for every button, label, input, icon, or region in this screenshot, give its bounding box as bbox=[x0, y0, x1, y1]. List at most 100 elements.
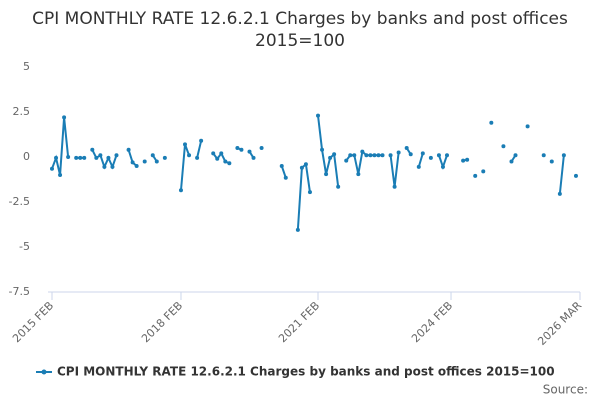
point bbox=[94, 155, 99, 160]
point bbox=[58, 173, 63, 177]
point bbox=[404, 146, 409, 150]
point bbox=[211, 151, 216, 156]
point bbox=[573, 173, 578, 178]
point bbox=[114, 153, 119, 158]
point bbox=[320, 147, 325, 152]
point bbox=[436, 153, 441, 158]
point bbox=[420, 151, 425, 156]
point bbox=[465, 157, 470, 162]
point bbox=[187, 153, 192, 158]
point bbox=[154, 159, 159, 164]
point bbox=[279, 164, 284, 168]
point bbox=[332, 152, 337, 157]
point bbox=[440, 164, 445, 169]
x-tick-label: 2026 MAR bbox=[535, 299, 584, 348]
point bbox=[195, 155, 200, 160]
x-tick-label: 2024 FEB bbox=[409, 299, 455, 345]
y-tick-label: 2.5 bbox=[13, 105, 31, 118]
point bbox=[295, 227, 300, 232]
y-tick-label: -7.5 bbox=[9, 285, 30, 298]
x-tick-label: 2018 FEB bbox=[139, 299, 185, 345]
point bbox=[461, 158, 466, 163]
point bbox=[360, 149, 365, 154]
point bbox=[376, 153, 381, 158]
point bbox=[126, 147, 131, 152]
point bbox=[489, 120, 494, 125]
point bbox=[473, 173, 478, 178]
point bbox=[352, 153, 357, 158]
point bbox=[481, 169, 486, 174]
point bbox=[316, 113, 321, 118]
y-tick-label: -2.5 bbox=[9, 195, 30, 208]
point bbox=[62, 115, 67, 120]
point bbox=[392, 184, 397, 189]
point bbox=[388, 153, 393, 158]
y-tick-label: 0 bbox=[23, 150, 30, 163]
point bbox=[328, 155, 333, 160]
x-tick-label: 2021 FEB bbox=[276, 299, 322, 345]
point bbox=[219, 151, 224, 156]
point bbox=[368, 153, 373, 158]
point bbox=[74, 155, 79, 160]
point bbox=[307, 190, 312, 195]
point bbox=[134, 164, 139, 168]
point bbox=[372, 153, 377, 158]
point bbox=[251, 155, 256, 160]
point bbox=[178, 188, 183, 193]
point bbox=[110, 164, 115, 169]
point bbox=[444, 153, 449, 158]
point bbox=[142, 159, 147, 164]
point bbox=[283, 175, 288, 180]
point bbox=[50, 166, 54, 171]
point bbox=[223, 159, 228, 164]
point bbox=[396, 150, 401, 155]
point bbox=[428, 155, 433, 160]
point bbox=[356, 172, 361, 177]
point bbox=[90, 147, 95, 152]
point bbox=[549, 159, 554, 164]
point bbox=[162, 155, 167, 160]
point bbox=[183, 142, 188, 147]
x-tick-label: 2015 FEB bbox=[10, 299, 56, 345]
point bbox=[150, 153, 155, 158]
point bbox=[501, 144, 506, 149]
point bbox=[78, 155, 83, 160]
point bbox=[303, 162, 308, 167]
point bbox=[247, 149, 252, 154]
point bbox=[102, 164, 107, 169]
line bbox=[52, 116, 576, 230]
point bbox=[199, 138, 204, 143]
point bbox=[98, 153, 103, 158]
point bbox=[324, 172, 329, 177]
point bbox=[54, 155, 59, 160]
point bbox=[235, 146, 240, 150]
point bbox=[525, 124, 530, 129]
point bbox=[541, 153, 546, 158]
source: Source: bbox=[543, 383, 588, 397]
point bbox=[344, 158, 349, 163]
point bbox=[557, 191, 562, 196]
point bbox=[215, 156, 220, 161]
point bbox=[239, 147, 244, 152]
legend-marker bbox=[41, 369, 47, 375]
point bbox=[509, 159, 514, 164]
point bbox=[561, 153, 566, 158]
point bbox=[66, 155, 71, 159]
point bbox=[130, 160, 135, 165]
point bbox=[416, 164, 421, 169]
point bbox=[348, 153, 353, 158]
point bbox=[336, 184, 341, 189]
y-tick-label: 5 bbox=[23, 60, 30, 73]
point bbox=[380, 153, 385, 158]
point bbox=[364, 153, 369, 158]
y-tick-label: -5 bbox=[19, 240, 30, 253]
point bbox=[227, 161, 232, 166]
point bbox=[259, 146, 264, 150]
point bbox=[513, 153, 518, 158]
point bbox=[82, 155, 87, 160]
point bbox=[106, 155, 111, 160]
chart-title: CPI MONTHLY RATE 12.6.2.1 Charges by ban… bbox=[32, 9, 568, 51]
legend-label: CPI MONTHLY RATE 12.6.2.1 Charges by ban… bbox=[57, 365, 555, 379]
